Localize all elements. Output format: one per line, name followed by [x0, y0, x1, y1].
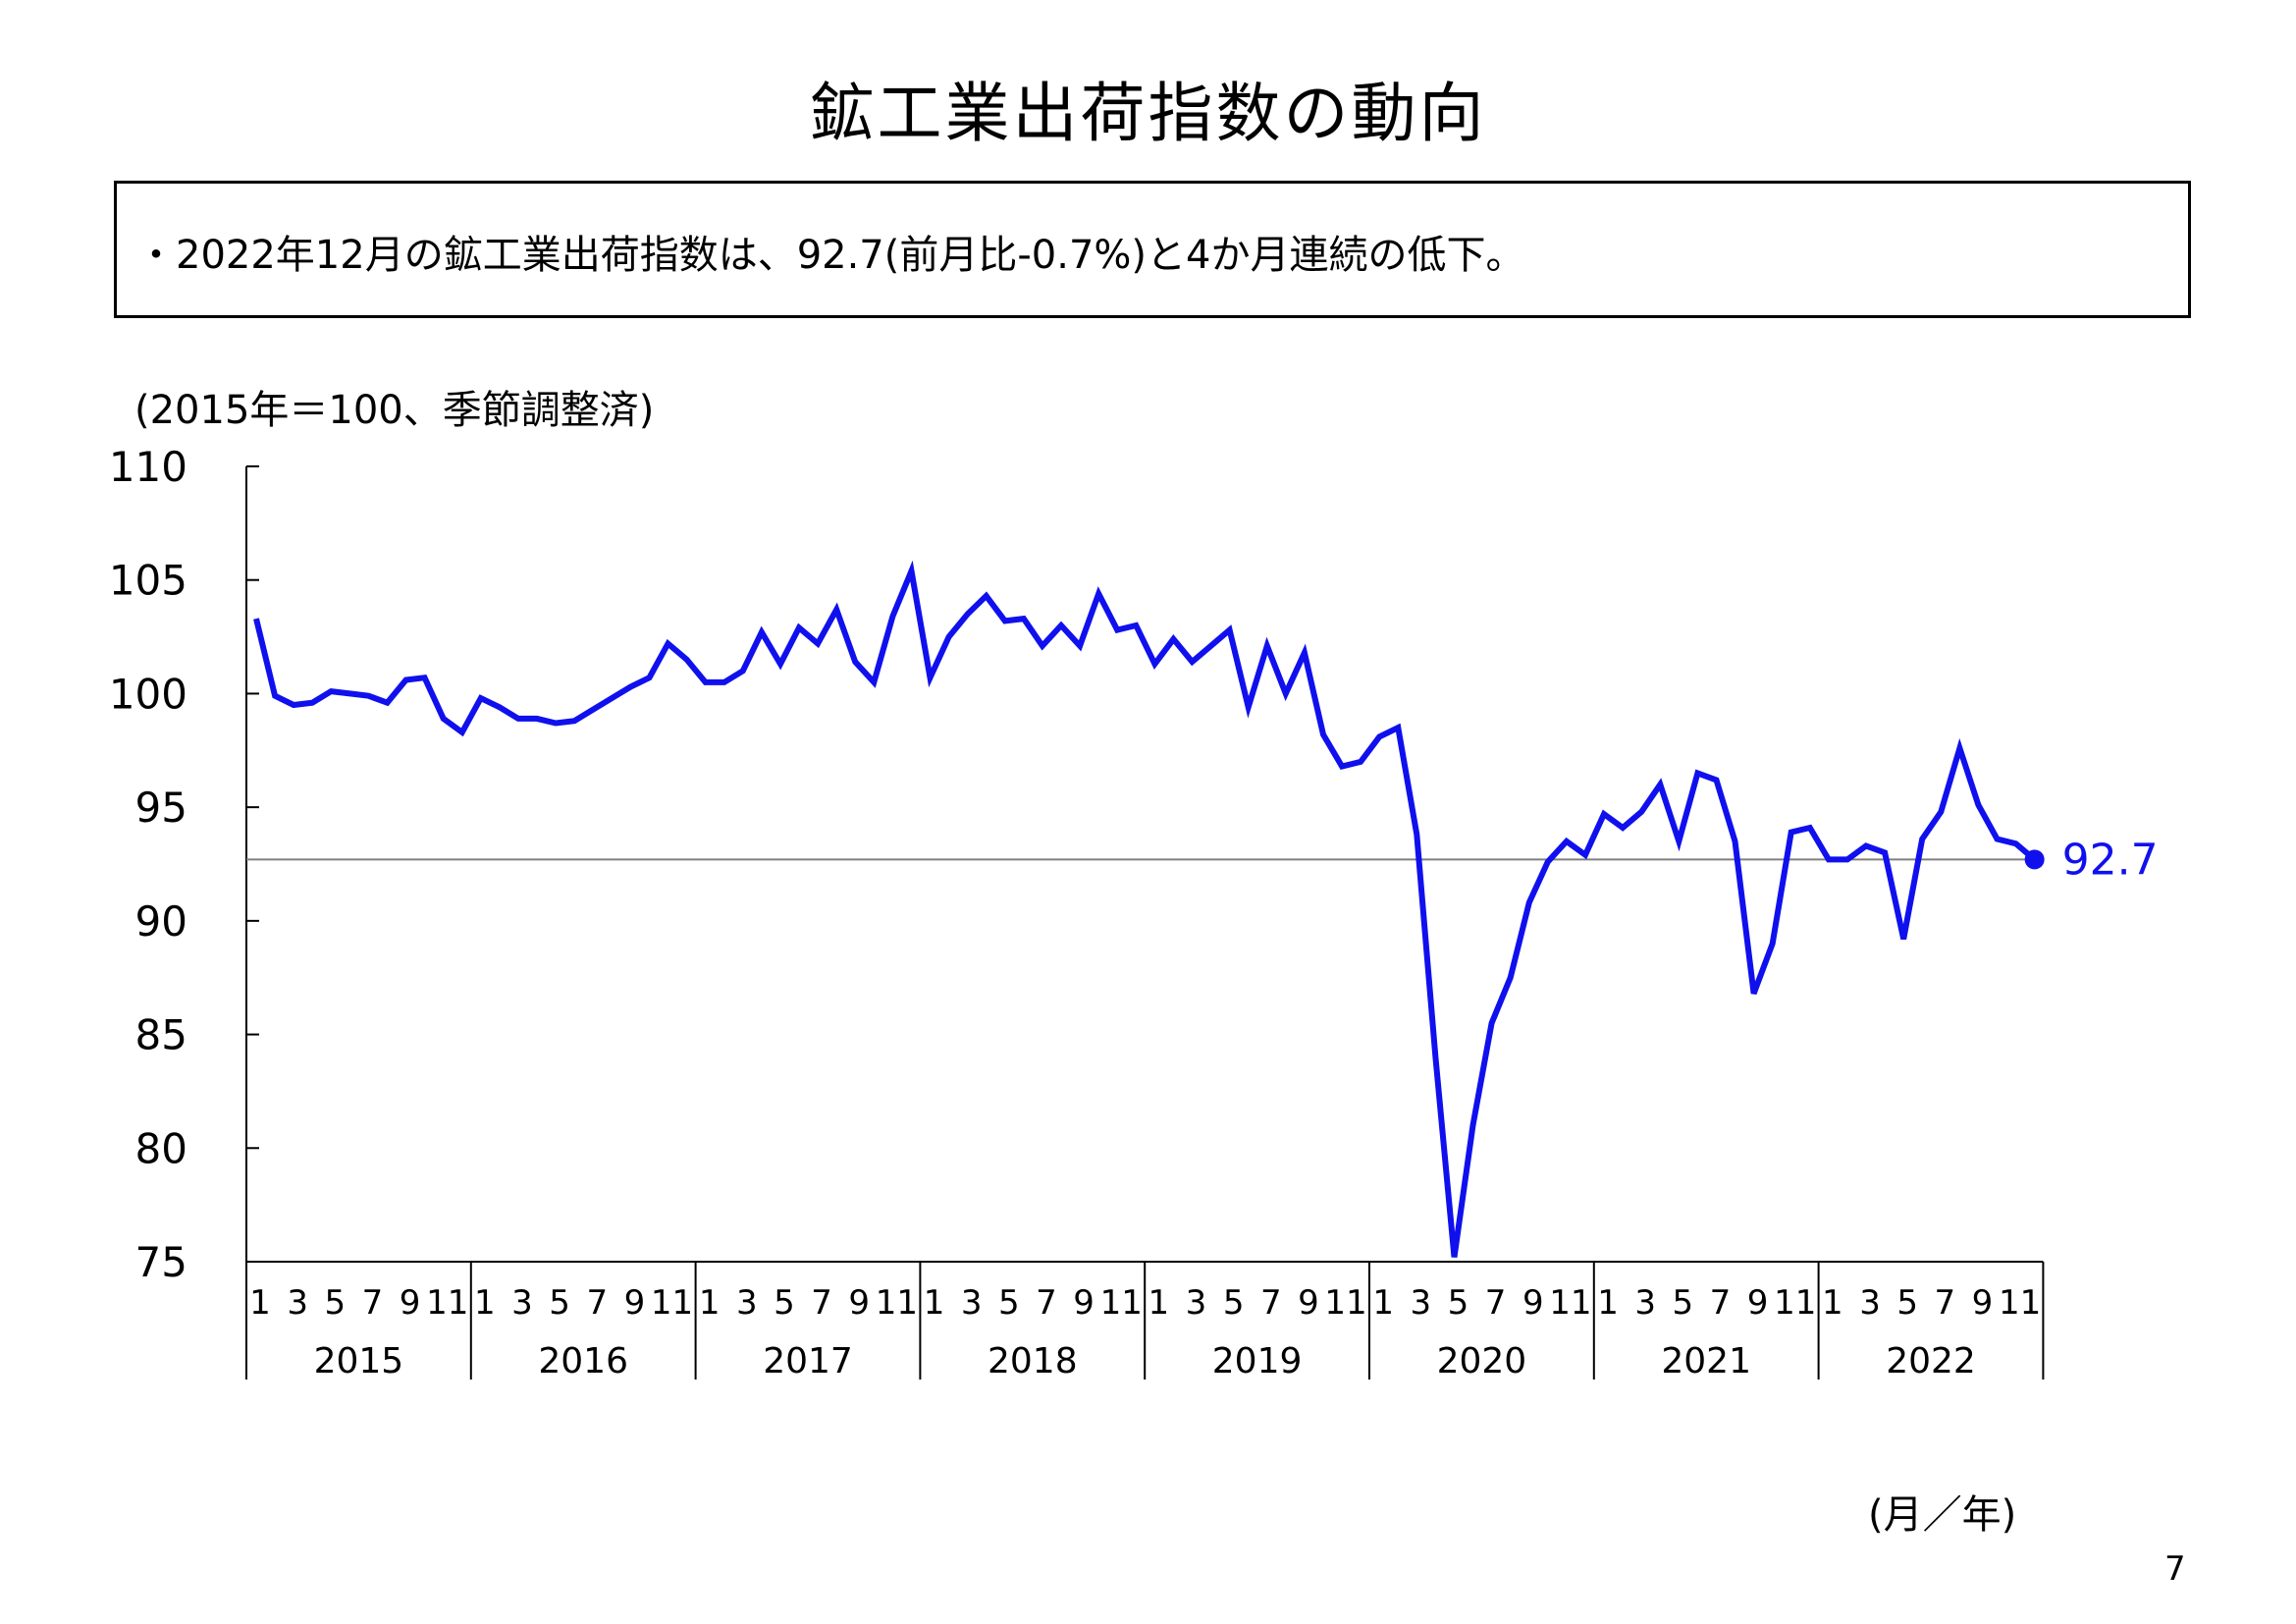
month-tick-label: 9 [848, 1283, 870, 1323]
month-tick-label: 3 [1634, 1283, 1656, 1323]
y-tick-label: 90 [135, 897, 187, 946]
month-tick-label: 5 [1672, 1283, 1693, 1323]
month-tick-label: 5 [1448, 1283, 1469, 1323]
month-tick-label: 1 [249, 1283, 271, 1323]
month-tick-label: 7 [811, 1283, 832, 1323]
y-tick-label: 105 [109, 557, 187, 605]
month-tick-label: 7 [1710, 1283, 1732, 1323]
month-tick-label: 9 [1522, 1283, 1544, 1323]
month-tick-label: 7 [1934, 1283, 1955, 1323]
month-tick-label: 7 [1036, 1283, 1057, 1323]
month-tick-label: 11 [876, 1283, 918, 1323]
month-tick-label: 11 [1774, 1283, 1816, 1323]
month-tick-label: 7 [1485, 1283, 1507, 1323]
y-tick-label: 80 [135, 1124, 187, 1172]
year-label: 2021 [1661, 1341, 1751, 1381]
year-label: 2022 [1886, 1341, 1976, 1381]
y-tick-label: 100 [109, 670, 187, 718]
year-label: 2016 [538, 1341, 628, 1381]
month-tick-label: 9 [624, 1283, 646, 1323]
month-tick-label: 9 [1073, 1283, 1095, 1323]
summary-box: ・2022年12月の鉱工業出荷指数は、92.7(前月比-0.7%)と4か月連続の… [114, 181, 2191, 318]
month-tick-label: 1 [1822, 1283, 1843, 1323]
month-tick-label: 9 [1747, 1283, 1769, 1323]
y-axis-ticks: 75 80 85 90 95 100 105 110 [109, 443, 259, 1286]
year-label: 2019 [1212, 1341, 1303, 1381]
month-tick-label: 5 [774, 1283, 795, 1323]
month-tick-label: 3 [287, 1283, 308, 1323]
month-tick-label: 1 [699, 1283, 721, 1323]
month-tick-label: 11 [1100, 1283, 1143, 1323]
month-tick-label: 5 [1223, 1283, 1245, 1323]
month-tick-label: 1 [1148, 1283, 1170, 1323]
last-data-point [2024, 849, 2045, 870]
month-tick-label: 11 [1549, 1283, 1591, 1323]
month-tick-label: 11 [1999, 1283, 2041, 1323]
y-tick-label: 75 [135, 1238, 187, 1286]
year-label: 2020 [1437, 1341, 1527, 1381]
summary-text: ・2022年12月の鉱工業出荷指数は、92.7(前月比-0.7%)と4か月連続の… [136, 233, 1525, 278]
last-value-label: 92.7 [2062, 835, 2159, 885]
month-tick-label: 3 [511, 1283, 533, 1323]
month-tick-label: 9 [400, 1283, 421, 1323]
month-tick-label: 11 [426, 1283, 468, 1323]
month-tick-label: 11 [1324, 1283, 1366, 1323]
month-tick-label: 3 [1186, 1283, 1207, 1323]
month-tick-label: 5 [549, 1283, 570, 1323]
month-tick-label: 3 [1859, 1283, 1881, 1323]
month-tick-label: 3 [736, 1283, 758, 1323]
month-tick-label: 7 [586, 1283, 608, 1323]
year-label: 2017 [763, 1341, 853, 1381]
chart-axes [245, 466, 2044, 1263]
month-tick-label: 5 [1896, 1283, 1918, 1323]
month-tick-label: 1 [1597, 1283, 1619, 1323]
series-line [253, 560, 2037, 1258]
year-label: 2018 [988, 1341, 1078, 1381]
month-tick-label: 5 [324, 1283, 346, 1323]
year-label: 2015 [314, 1341, 404, 1381]
month-tick-label: 3 [961, 1283, 983, 1323]
month-tick-label: 7 [1260, 1283, 1282, 1323]
y-tick-label: 95 [135, 784, 187, 832]
month-tick-label: 9 [1972, 1283, 1994, 1323]
month-tick-label: 7 [362, 1283, 384, 1323]
page-title: 鉱工業出荷指数の動向 [809, 76, 1487, 151]
month-tick-label: 11 [651, 1283, 693, 1323]
y-tick-label: 110 [109, 443, 187, 491]
month-tick-label: 3 [1411, 1283, 1432, 1323]
month-tick-label: 5 [998, 1283, 1020, 1323]
month-tick-label: 9 [1298, 1283, 1319, 1323]
y-tick-label: 85 [135, 1011, 187, 1059]
month-tick-label: 1 [1372, 1283, 1394, 1323]
x-axis-unit: (月／年) [1868, 1492, 2017, 1538]
unit-note: (2015年＝100、季節調整済) [134, 388, 655, 433]
page-number: 7 [2164, 1549, 2186, 1589]
month-tick-label: 1 [474, 1283, 496, 1323]
month-tick-label: 1 [924, 1283, 945, 1323]
